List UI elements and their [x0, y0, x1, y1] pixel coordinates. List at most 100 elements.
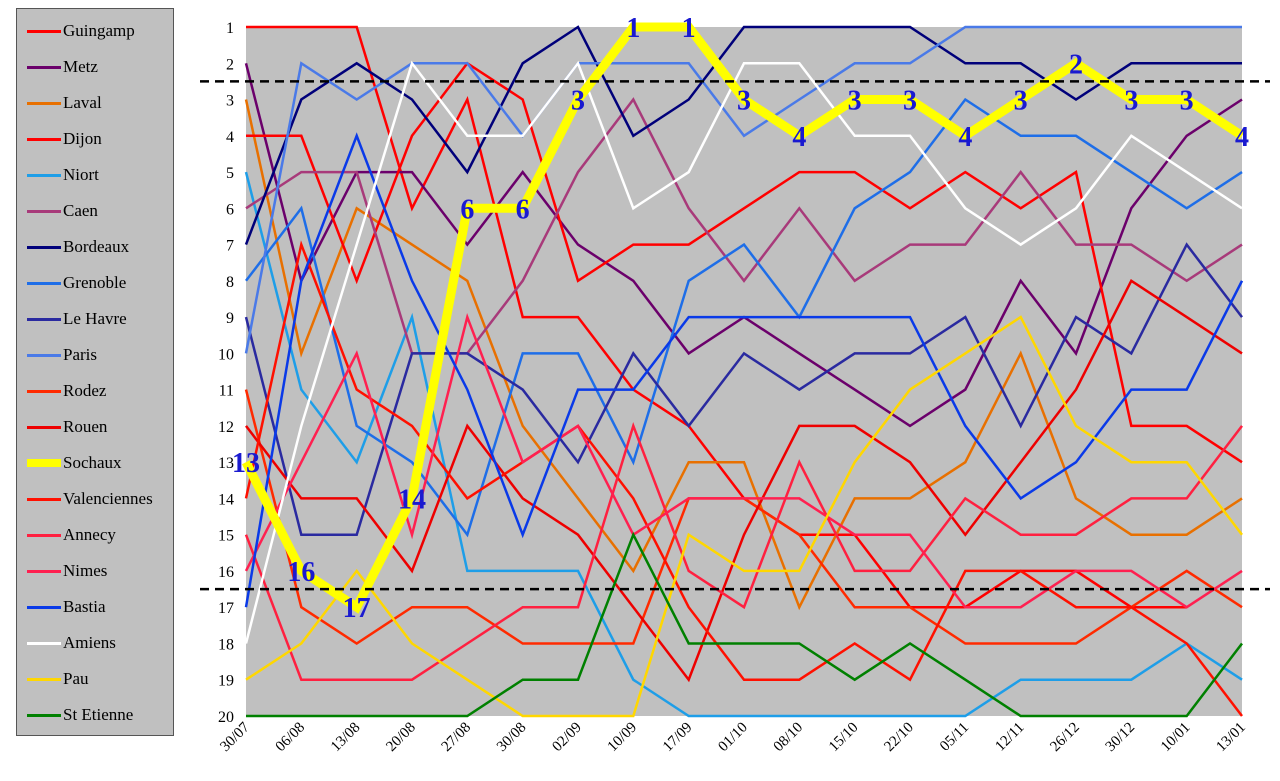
series-line-valenciennes	[244, 240, 1243, 717]
legend-item-bastia: Bastia	[17, 597, 175, 617]
series-line-annecy	[244, 422, 1243, 681]
legend-swatch	[27, 354, 61, 357]
x-tick-label: 30/12	[1103, 720, 1138, 755]
reference-lines	[200, 80, 1270, 591]
legend-label: Dijon	[63, 129, 102, 148]
legend-item-bordeaux: Bordeaux	[17, 237, 175, 257]
y-tick-label: 5	[226, 165, 234, 182]
legend-item-niort: Niort	[17, 165, 175, 185]
legend-label: Rouen	[63, 417, 108, 436]
series-line-amiens	[244, 60, 1243, 644]
legend-swatch	[27, 498, 61, 501]
legend-swatch	[27, 318, 61, 321]
legend-item-guingamp: Guingamp	[17, 21, 175, 41]
data-label: 3	[1014, 86, 1028, 117]
y-tick-label: 15	[218, 528, 234, 545]
legend-item-rodez: Rodez	[17, 381, 175, 401]
legend-item-dijon: Dijon	[17, 129, 175, 149]
data-label: 4	[792, 122, 806, 153]
x-axis: 30/07 06/08 13/08 20/08 27/08 30/08 02/09 10/09…	[217, 719, 1248, 755]
series-line-le-havre	[244, 242, 1243, 536]
y-tick-label: 18	[218, 636, 234, 653]
x-tick-label: 15/10	[826, 720, 861, 755]
y-tick-label: 8	[226, 274, 234, 291]
legend-label: St Etienne	[63, 705, 134, 724]
x-tick-label: 13/08	[328, 720, 363, 755]
series-line-grenoble	[245, 97, 1243, 538]
legend-label: Caen	[63, 201, 98, 220]
y-tick-label: 13	[218, 455, 234, 472]
y-tick-label: 1	[226, 20, 234, 37]
x-tick-label: 05/11	[937, 720, 972, 755]
x-tick-label: 27/08	[439, 720, 474, 755]
series-line-bastia	[244, 132, 1244, 608]
y-tick-label: 6	[226, 201, 234, 218]
x-tick-label: 12/11	[992, 720, 1027, 755]
legend-label: Bordeaux	[63, 237, 130, 256]
x-tick-label: 20/08	[383, 720, 418, 755]
legend-label: Sochaux	[63, 453, 122, 472]
series-line-st-etienne	[246, 531, 1243, 718]
data-label: 1	[682, 13, 696, 44]
data-label: 3	[903, 86, 917, 117]
y-tick-label: 2	[226, 56, 234, 73]
series-line-niort	[244, 171, 1243, 718]
data-label: 16	[287, 557, 315, 588]
data-label: 3	[571, 86, 585, 117]
series-line-nimes	[244, 312, 1243, 609]
legend-item-caen: Caen	[17, 201, 175, 221]
y-tick-label: 9	[226, 310, 234, 327]
series-line-sochaux	[241, 22, 1245, 614]
series-line-rouen	[245, 278, 1243, 683]
data-label: 3	[1124, 86, 1138, 117]
legend-label: Guingamp	[63, 21, 135, 40]
data-label: 1	[626, 13, 640, 44]
x-tick-label: 01/10	[715, 720, 750, 755]
x-tick-label: 10/01	[1158, 720, 1193, 755]
y-tick-label: 14	[218, 491, 234, 508]
x-tick-label: 26/12	[1047, 720, 1082, 755]
data-label: 3	[848, 86, 862, 117]
legend-label: Pau	[63, 669, 89, 688]
legend-item-pau: Pau	[17, 669, 175, 689]
data-label: 4	[958, 122, 972, 153]
x-tick-label: 17/09	[660, 720, 695, 755]
legend-swatch	[27, 66, 61, 69]
legend-label: Le Havre	[63, 309, 127, 328]
legend-swatch	[27, 210, 61, 213]
x-tick-label: 02/09	[549, 720, 584, 755]
data-label: 13	[232, 448, 260, 479]
data-label: 3	[1180, 86, 1194, 117]
legend-label: Laval	[63, 93, 102, 112]
y-tick-label: 12	[218, 419, 234, 436]
data-label: 4	[1235, 122, 1249, 153]
y-tick-label: 16	[218, 564, 234, 581]
y-tick-label: 4	[226, 129, 234, 146]
legend-swatch	[27, 30, 61, 33]
legend-swatch	[27, 459, 61, 467]
y-tick-label: 19	[218, 673, 234, 690]
x-tick-label: 10/09	[605, 720, 640, 755]
legend-swatch	[27, 138, 61, 141]
legend-label: Bastia	[63, 597, 106, 616]
series-line-laval	[244, 99, 1243, 611]
y-tick-label: 7	[226, 238, 234, 255]
y-tick-label: 3	[226, 93, 234, 110]
legend-item-annecy: Annecy	[17, 525, 175, 545]
legend-swatch	[27, 174, 61, 177]
legend-label: Paris	[63, 345, 97, 364]
legend-swatch	[27, 282, 61, 285]
legend-label: Valenciennes	[63, 489, 153, 508]
y-tick-label: 17	[218, 600, 234, 617]
data-label: 6	[460, 194, 474, 225]
data-label: 3	[737, 86, 751, 117]
legend-item-st-etienne: St Etienne	[17, 705, 175, 725]
series-lines	[241, 22, 1245, 718]
legend-item-paris: Paris	[17, 345, 175, 365]
legend-label: Amiens	[63, 633, 116, 652]
legend-swatch	[27, 642, 61, 645]
legend-item-laval: Laval	[17, 93, 175, 113]
legend-label: Metz	[63, 57, 98, 76]
x-tick-label: 06/08	[273, 720, 308, 755]
